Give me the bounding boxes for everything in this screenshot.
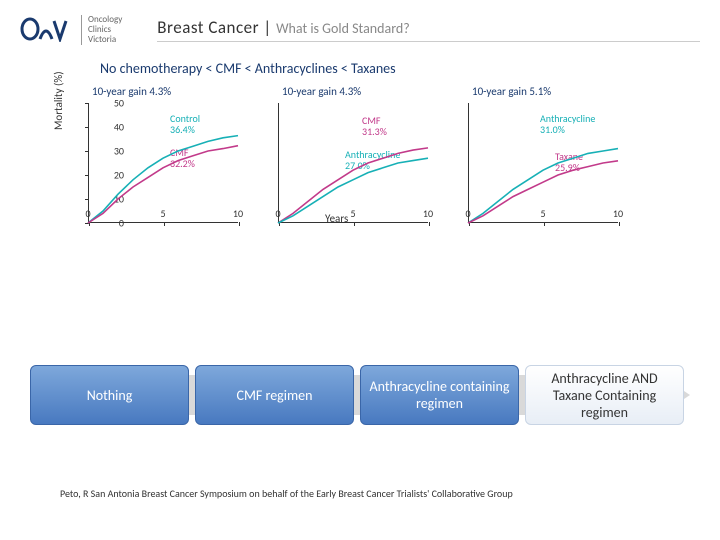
- logo-text: OncologyClinicsVictoria: [81, 15, 122, 45]
- x-axis-label: Years: [325, 212, 348, 225]
- curves-svg: [278, 103, 428, 223]
- chart-panel-1: 10-year gain 4.3%0510CMF31.3%Anthracycli…: [250, 85, 440, 250]
- logo: OncologyClinicsVictoria: [20, 15, 122, 45]
- curves-svg: [468, 103, 618, 223]
- header-bar: OncologyClinicsVictoria Breast Cancer | …: [20, 15, 700, 45]
- citation-text: Peto, R San Antonia Breast Cancer Sympos…: [60, 487, 513, 500]
- curves-svg: [88, 103, 238, 223]
- title-bar: Breast Cancer | What is Gold Standard?: [157, 17, 700, 42]
- progression-step-2: Anthracycline containing regimen: [360, 365, 519, 425]
- page-title: Breast Cancer: [157, 17, 259, 38]
- chart-panel-2: 10-year gain 5.1%0510Anthracycline31.0%T…: [440, 85, 630, 250]
- chart-panel-0: 10-year gain 4.3%010203040500510Control3…: [60, 85, 250, 250]
- y-axis-label: Mortality (%): [52, 71, 65, 130]
- title-sep: |: [259, 17, 276, 38]
- gain-label: 10-year gain 4.3%: [92, 85, 171, 98]
- comparison-inequality: No chemotherapy < CMF < Anthracyclines <…: [100, 60, 660, 77]
- progression-step-3: Anthracycline AND Taxane Containing regi…: [525, 365, 684, 425]
- gain-label: 10-year gain 4.3%: [282, 85, 361, 98]
- page-subtitle: What is Gold Standard?: [276, 20, 410, 37]
- gain-label: 10-year gain 5.1%: [472, 85, 551, 98]
- progression-step-1: CMF regimen: [195, 365, 354, 425]
- chart-panels: 10-year gain 4.3%010203040500510Control3…: [60, 85, 660, 250]
- progression-arrow: NothingCMF regimenAnthracycline containi…: [30, 355, 690, 435]
- logo-mark-icon: [20, 17, 75, 42]
- progression-step-0: Nothing: [30, 365, 189, 425]
- chart-region: No chemotherapy < CMF < Anthracyclines <…: [60, 60, 660, 250]
